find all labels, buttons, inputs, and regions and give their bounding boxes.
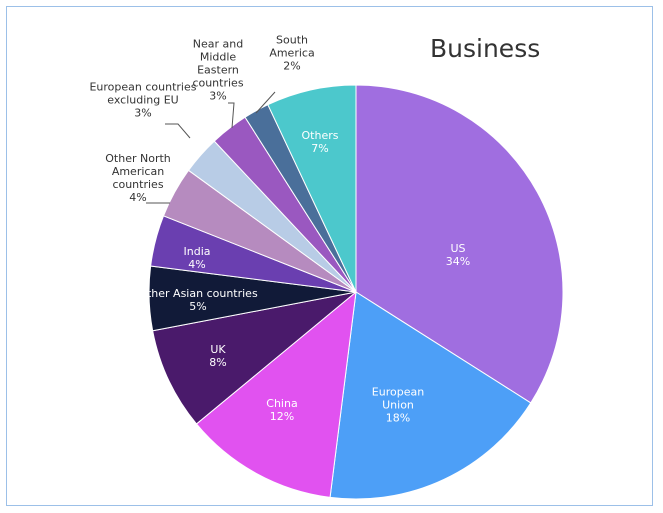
slice-name: Near and Middle Eastern countries [192,37,244,90]
slice-value: 7% [311,142,329,155]
slice-name: Others [301,129,339,142]
slice-name: UK [210,343,226,356]
slice-label: South America 2% [262,34,322,73]
pie-slice [267,84,357,293]
leader-line [165,123,191,139]
slice-label: European countries excluding EU 3% [88,81,198,120]
slice-value: 12% [269,410,295,423]
slice-name: European Union [371,385,425,412]
chart-title: Business [430,34,541,63]
slice-label: Others 7% [290,129,350,155]
pie-slice [329,291,532,500]
slice-value: 2% [283,59,301,73]
slice-value: 4% [129,191,147,204]
slice-label: India 4% [167,245,227,271]
slice-label: UK 8% [188,343,248,369]
slice-value: 4% [188,258,206,271]
slice-name: China [266,397,298,410]
slice-value: 3% [209,89,227,103]
slice-value: 3% [134,106,152,120]
leader-line [255,91,276,114]
slice-value: 8% [209,356,227,369]
pie-slice [152,291,357,425]
slice-label: US 34% [418,242,498,268]
slice-label: Other North American countries 4% [93,152,183,204]
slice-label: Other Asian countries 5% [128,287,268,313]
pie-slice [355,84,564,404]
slice-value: 18% [385,411,411,425]
slice-label: European Union 18% [358,386,438,425]
slice-value: 5% [189,300,207,313]
slice-name: European countries excluding EU [89,80,197,107]
slice-name: Other North American countries [105,152,171,191]
slice-label: Near and Middle Eastern countries 3% [183,38,253,103]
slice-name: US [450,242,466,255]
slice-value: 34% [445,255,471,268]
pie-slice [195,290,357,498]
slice-name: India [183,245,211,258]
slice-label: China 12% [247,397,317,423]
slice-name: Other Asian countries [138,287,258,300]
leader-line [228,102,235,129]
slice-name: South America [269,33,315,60]
frame [6,6,653,506]
